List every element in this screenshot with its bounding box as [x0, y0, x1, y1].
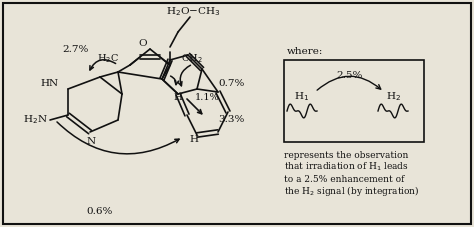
Text: CH$_2$: CH$_2$: [181, 53, 203, 65]
Text: H$_2$O$-$CH$_3$: H$_2$O$-$CH$_3$: [166, 6, 220, 18]
Text: H$_2$C: H$_2$C: [97, 53, 119, 65]
Text: to a 2.5% enhancement of: to a 2.5% enhancement of: [284, 175, 404, 183]
Text: 1.1%: 1.1%: [195, 92, 220, 101]
Text: H$_2$N: H$_2$N: [23, 114, 47, 126]
Text: that irradiation of H$_1$ leads: that irradiation of H$_1$ leads: [284, 161, 409, 173]
Text: where:: where:: [287, 47, 323, 57]
Text: H: H: [190, 136, 199, 145]
Text: 0.7%: 0.7%: [218, 79, 245, 89]
Text: the H$_2$ signal (by integration): the H$_2$ signal (by integration): [284, 184, 419, 198]
Text: H$_1$: H$_1$: [294, 91, 310, 104]
Text: H: H: [173, 92, 182, 101]
Text: 2.5%: 2.5%: [337, 71, 363, 79]
Text: represents the observation: represents the observation: [284, 151, 409, 160]
Text: H$_2$: H$_2$: [385, 91, 401, 104]
Text: 3.3%: 3.3%: [218, 114, 245, 123]
Text: O: O: [139, 39, 147, 47]
Text: 0.6%: 0.6%: [87, 207, 113, 215]
Text: HN: HN: [41, 79, 59, 89]
Bar: [284, 60, 424, 142]
Text: N: N: [86, 137, 96, 146]
Text: 2.7%: 2.7%: [63, 44, 89, 54]
